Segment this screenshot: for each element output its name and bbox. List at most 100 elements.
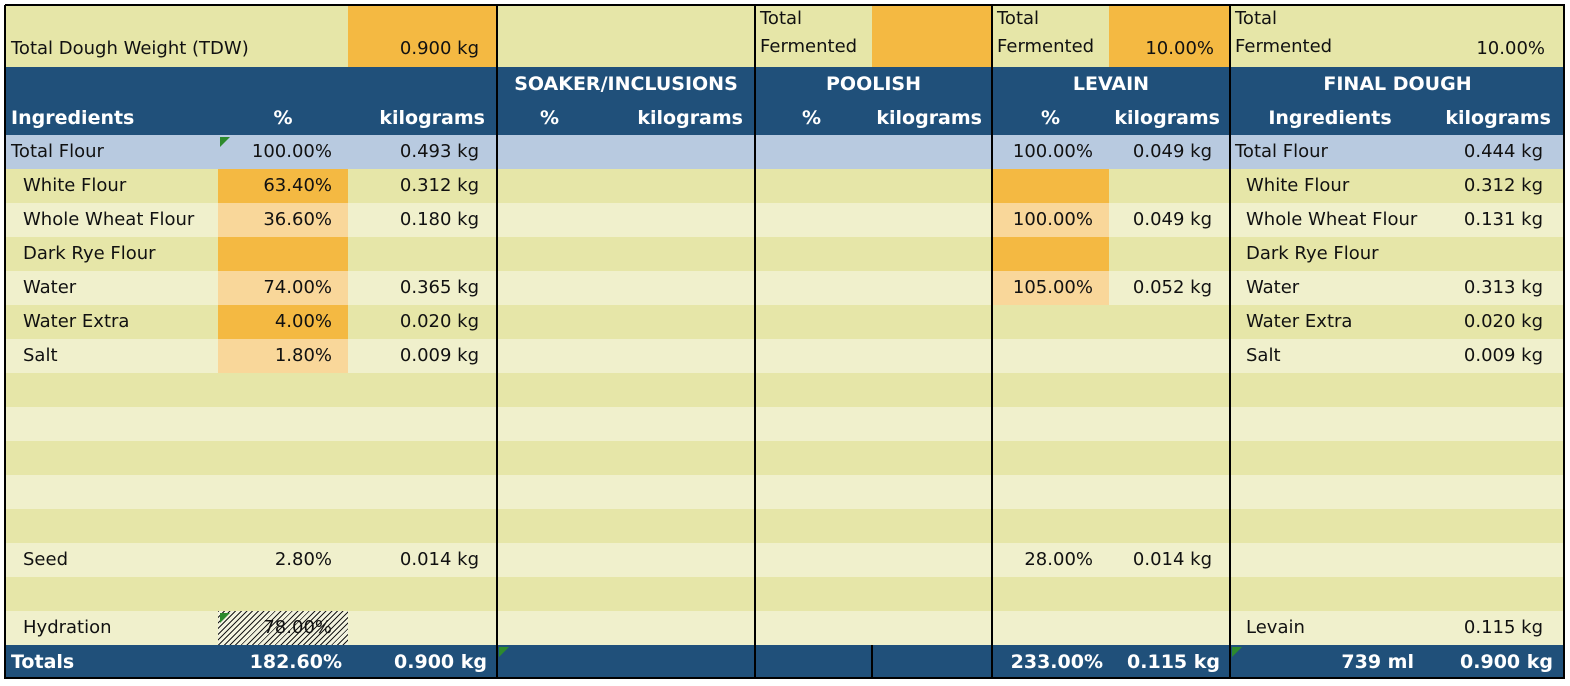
levain-percent-cell[interactable] — [992, 373, 1109, 407]
tdw-label-cell[interactable] — [5, 5, 348, 67]
final-total-cell[interactable] — [1230, 5, 1565, 67]
levain-percent: 100.00% — [1012, 209, 1093, 230]
final-ingredient-cell[interactable] — [1230, 577, 1430, 611]
baker-percent-cell[interactable] — [218, 577, 348, 611]
levain-percent-cell[interactable] — [992, 475, 1109, 509]
final-ingredient-cell[interactable] — [1230, 509, 1430, 543]
comment-indicator-icon[interactable] — [220, 613, 230, 623]
final-kilograms-cell[interactable] — [1430, 475, 1565, 509]
final-ingredient-cell[interactable] — [1230, 475, 1430, 509]
levain-percent-cell[interactable] — [992, 305, 1109, 339]
ingredient-name-cell[interactable] — [5, 509, 218, 543]
levain-kilograms-cell[interactable] — [1109, 475, 1230, 509]
baker-percent-cell[interactable] — [218, 339, 348, 373]
baker-percent-cell[interactable] — [218, 407, 348, 441]
ingredient-name: Salt — [23, 345, 58, 366]
ingredient-name-cell[interactable] — [5, 373, 218, 407]
levain-percent: 28.00% — [1024, 549, 1093, 570]
levain-kilograms-cell[interactable] — [1109, 577, 1230, 611]
levain-kilograms-cell[interactable] — [1109, 339, 1230, 373]
final-kilograms: 0.313 kg — [1463, 277, 1543, 298]
header-soaker-percent: % — [539, 107, 560, 129]
levain-kilograms-cell[interactable] — [1109, 169, 1230, 203]
poolish-total-value-cell[interactable] — [872, 5, 992, 67]
final-ingredient-cell[interactable] — [1230, 407, 1430, 441]
final-kilograms-cell[interactable] — [1430, 407, 1565, 441]
levain-kilograms-cell[interactable] — [1109, 441, 1230, 475]
levain-total-value-cell[interactable] — [1109, 5, 1230, 67]
comment-indicator-icon[interactable] — [1232, 647, 1242, 657]
levain-percent-cell[interactable] — [992, 203, 1109, 237]
kilograms: 0.493 kg — [399, 141, 479, 162]
final-kilograms-cell[interactable] — [1430, 543, 1565, 577]
final-kilograms-cell[interactable] — [1430, 373, 1565, 407]
baker-percent-cell[interactable] — [218, 203, 348, 237]
ingredient-name-cell[interactable] — [5, 441, 218, 475]
final-total-value: 10.00% — [1476, 38, 1545, 59]
baker-percent-cell[interactable] — [218, 441, 348, 475]
baker-percent-cell[interactable] — [218, 509, 348, 543]
levain-percent-cell[interactable] — [992, 169, 1109, 203]
ingredient-name: Dark Rye Flour — [23, 243, 156, 264]
levain-percent-cell[interactable] — [992, 237, 1109, 271]
final-ingredient-cell[interactable] — [1230, 543, 1430, 577]
kilograms: 0.009 kg — [399, 345, 479, 366]
levain-percent-cell[interactable] — [992, 339, 1109, 373]
levain-kilograms-cell[interactable] — [1109, 373, 1230, 407]
levain-percent-cell[interactable] — [992, 509, 1109, 543]
final-ingredient-name: Water — [1246, 277, 1300, 298]
levain-kilograms-cell[interactable] — [1109, 611, 1230, 645]
levain-percent-cell[interactable] — [992, 611, 1109, 645]
baker-percent-cell[interactable] — [218, 237, 348, 271]
levain-kilograms-cell[interactable] — [1109, 237, 1230, 271]
totals-percent: 182.60% — [249, 651, 342, 673]
ingredient-name-cell[interactable] — [5, 475, 218, 509]
levain-percent-cell[interactable] — [992, 271, 1109, 305]
baker-percent-cell[interactable] — [218, 373, 348, 407]
levain-kilograms-cell[interactable] — [1109, 305, 1230, 339]
final-kilograms-cell[interactable] — [1430, 237, 1565, 271]
levain-percent-cell[interactable] — [992, 407, 1109, 441]
kilograms-cell[interactable] — [348, 373, 497, 407]
levain-total-label-cell[interactable] — [992, 5, 1109, 67]
totals-label: Totals — [11, 651, 75, 673]
baker-percent-cell[interactable] — [218, 169, 348, 203]
poolish-total-label-line1: Total — [760, 8, 803, 29]
ingredient-name-cell[interactable] — [5, 407, 218, 441]
final-kilograms: 0.131 kg — [1463, 209, 1543, 230]
table-row — [5, 441, 1565, 475]
kilograms: 0.020 kg — [399, 311, 479, 332]
final-kilograms-cell[interactable] — [1430, 577, 1565, 611]
kilograms-cell[interactable] — [348, 509, 497, 543]
final-ingredient-cell[interactable] — [1230, 373, 1430, 407]
levain-percent-cell[interactable] — [992, 441, 1109, 475]
ingredient-name-cell[interactable] — [5, 577, 218, 611]
kilograms-cell[interactable] — [348, 577, 497, 611]
final-kilograms-cell[interactable] — [1430, 441, 1565, 475]
ingredient-name: Water Extra — [23, 311, 130, 332]
final-kilograms-cell[interactable] — [1430, 509, 1565, 543]
baker-percent-cell[interactable] — [218, 271, 348, 305]
comment-indicator-icon[interactable] — [499, 647, 509, 657]
comment-indicator-icon[interactable] — [220, 137, 230, 147]
final-kilograms: 0.115 kg — [1463, 617, 1543, 638]
final-ingredient-name: Levain — [1246, 617, 1305, 638]
poolish-total-label-cell[interactable] — [755, 5, 872, 67]
baker-percent-cell[interactable] — [218, 475, 348, 509]
baker-percent-cell[interactable] — [218, 611, 348, 645]
kilograms-cell[interactable] — [348, 475, 497, 509]
soaker-top-cell[interactable] — [497, 5, 755, 67]
baker-percent-cell[interactable] — [218, 305, 348, 339]
levain-percent-cell[interactable] — [992, 577, 1109, 611]
kilograms-cell[interactable] — [348, 611, 497, 645]
levain-kilograms-cell[interactable] — [1109, 509, 1230, 543]
baker-percent: 74.00% — [263, 277, 332, 298]
kilograms-cell[interactable] — [348, 407, 497, 441]
tdw-value-cell[interactable] — [348, 5, 497, 67]
levain-kilograms-cell[interactable] — [1109, 407, 1230, 441]
final-ingredient-cell[interactable] — [1230, 441, 1430, 475]
kilograms-cell[interactable] — [348, 441, 497, 475]
kilograms-cell[interactable] — [348, 237, 497, 271]
totals-row — [5, 645, 1565, 679]
